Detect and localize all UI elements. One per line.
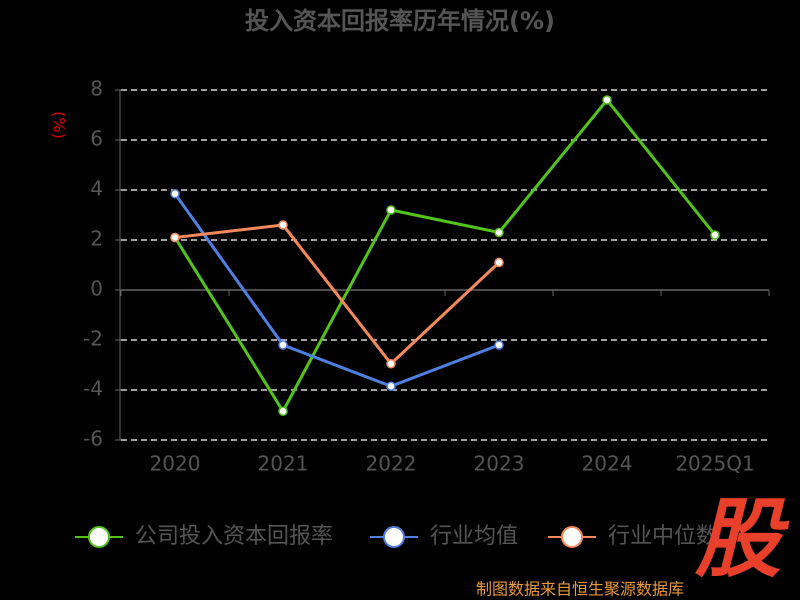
y-tick-label: -6 (83, 427, 103, 451)
data-point (602, 95, 612, 105)
legend-marker (383, 526, 405, 548)
legend-marker (88, 526, 110, 548)
y-tick-label: 4 (90, 177, 103, 201)
chart-title: 投入资本回报率历年情况(%) (245, 7, 555, 35)
x-tick-label: 2025Q1 (675, 452, 754, 476)
data-point (386, 359, 396, 369)
x-tick-label: 2022 (366, 452, 417, 476)
x-tick-label: 2024 (582, 452, 633, 476)
legend-label: 公司投入资本回报率 (135, 524, 333, 549)
y-tick-label: 0 (90, 277, 103, 301)
series-line (174, 223, 501, 366)
legend-label: 行业中位数 (608, 524, 718, 549)
data-point (386, 381, 396, 391)
data-point (278, 406, 288, 416)
x-tick-label: 2023 (474, 452, 525, 476)
y-tick-label: -4 (83, 377, 103, 401)
data-point (278, 220, 288, 230)
data-point (170, 232, 180, 243)
data-point (494, 227, 504, 238)
data-point (170, 189, 180, 199)
y-tick-label: 8 (90, 77, 103, 101)
y-tick-label: 6 (90, 127, 103, 151)
x-tick-label: 2021 (258, 452, 309, 476)
data-point (494, 257, 504, 268)
source-note: 制图数据来自恒生聚源数据库 (476, 580, 684, 599)
logo: 股 (694, 489, 790, 589)
y-axis-label: (%) (50, 111, 69, 139)
series-line (173, 192, 500, 388)
legend-marker (561, 526, 583, 548)
data-point (278, 340, 288, 350)
legend-label: 行业均值 (430, 524, 518, 549)
y-tick-label: -2 (83, 327, 103, 351)
data-point (710, 230, 720, 240)
data-point (386, 205, 396, 215)
y-tick-label: 2 (90, 227, 103, 251)
series-line (173, 97, 717, 415)
x-tick-label: 2020 (150, 452, 201, 476)
data-point (494, 340, 504, 350)
